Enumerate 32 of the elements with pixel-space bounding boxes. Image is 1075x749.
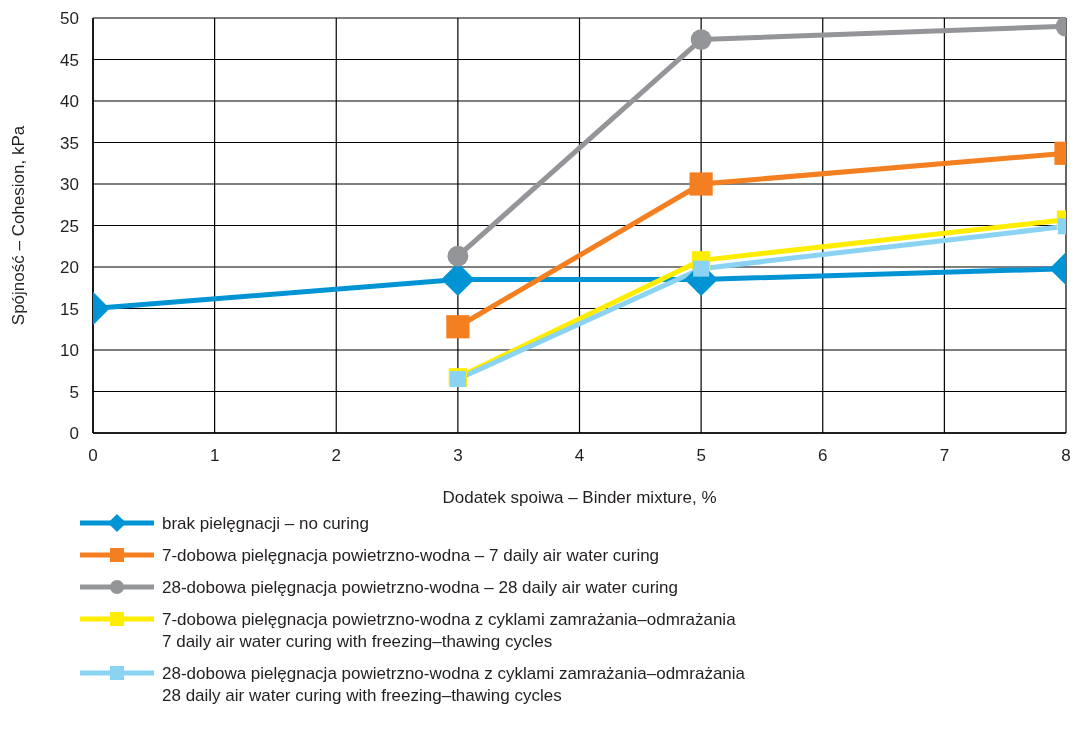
legend-label: 28-dobowa pielęgnacja powietrzno-wodna z cyklami zamrażania–odmrażania 28 daily air water curing with freezing–thawing cycles <box>162 663 746 707</box>
legend-label: 28-dobowa pielęgnacja powietrzno-wodna – 28 daily air water curing <box>162 577 678 599</box>
legend-label: 7-dobowa pielęgnacja powietrzno-wodna z cyklami zamrażania–odmrażania 7 daily air water curing with freezing–thawing cycles <box>162 609 736 653</box>
y-axis-title: Spójność – Cohesion, kPa <box>9 125 29 326</box>
x-tick-label: 7 <box>939 446 950 466</box>
x-tick-label: 3 <box>453 446 463 466</box>
x-tick-label: 8 <box>1061 446 1071 466</box>
x-tick-label: 1 <box>209 446 220 466</box>
y-tick-label: 20 <box>60 258 79 278</box>
y-tick-label: 45 <box>60 50 79 70</box>
x-tick-label: 5 <box>696 446 706 466</box>
y-tick-label: 40 <box>60 92 79 112</box>
y-tick-label: 30 <box>60 175 79 195</box>
y-tick-label: 50 <box>60 9 79 29</box>
x-tick-label: 2 <box>331 446 341 466</box>
y-tick-label: 25 <box>60 216 79 236</box>
x-tick-label: 4 <box>574 446 585 466</box>
point <box>446 315 470 339</box>
point <box>447 245 469 267</box>
x-tick-label: 6 <box>818 446 828 466</box>
legend-label: 7-dobowa pielęgnacja powietrzno-wodna – 7 daily air water curing <box>162 545 660 567</box>
x-tick-label: 0 <box>88 446 98 466</box>
point <box>693 260 710 277</box>
y-tick-label: 35 <box>60 133 79 153</box>
y-tick-label: 5 <box>69 382 79 402</box>
y-tick-label: 10 <box>60 341 79 361</box>
legend-label: brak pielęgnacji – no curing <box>162 513 369 535</box>
y-tick-label: 0 <box>69 424 79 444</box>
point <box>689 172 713 196</box>
y-tick-label: 15 <box>60 299 79 319</box>
x-axis-title: Dodatek spoiwa – Binder mixture, % <box>442 488 717 507</box>
point <box>690 29 712 50</box>
